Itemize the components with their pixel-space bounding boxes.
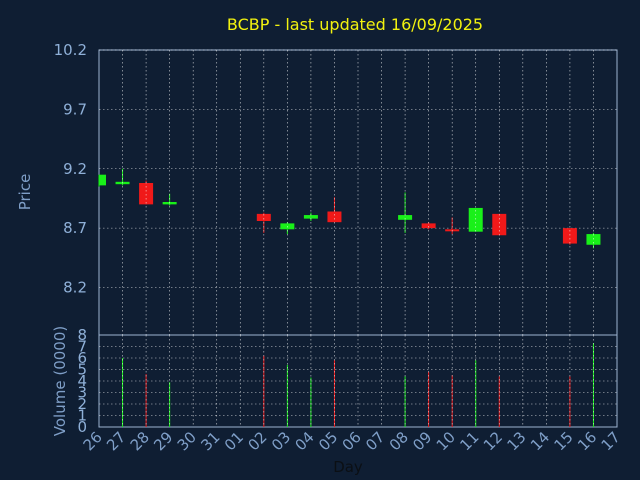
volume-tick-label: 6 [77,349,87,367]
price-gridlines [99,49,617,288]
x-tick-label: 08 [386,428,412,454]
x-tick-label: 04 [292,428,318,454]
candle-body [303,215,318,219]
x-tick-label: 12 [480,428,506,454]
price-tick-label: 8.7 [63,219,87,237]
candle-body [421,223,436,229]
volume-tick-label: 7 [77,338,87,356]
x-tick-label: 01 [221,428,247,454]
x-tick-labels: 2627282930310102030405060708091011121314… [80,428,624,454]
candle-body [327,211,342,223]
price-tick-label: 9.7 [63,100,87,118]
price-plot-frame [98,49,618,336]
x-tick-label: 30 [174,428,200,454]
x-tick-label: 15 [551,428,577,454]
x-tick-label: 10 [433,428,459,454]
volume-tick-label: 3 [77,384,87,402]
candle-body [468,207,483,232]
x-axis-label: Day [333,458,363,476]
price-axis-label: Price [16,174,34,211]
candle-body [398,215,413,220]
candle-body [562,228,577,244]
x-tick-label: 07 [362,428,388,454]
candle-body [256,213,271,221]
x-gridlines [122,50,594,427]
x-tick-label: 05 [315,428,341,454]
x-tick-label: 02 [244,428,270,454]
x-tick-label: 06 [339,428,365,454]
x-tick-label: 28 [127,428,153,454]
price-tick-label: 10.2 [54,41,87,59]
price-tick-label: 9.2 [63,160,87,178]
x-tick-label: 16 [574,428,600,454]
x-tick-label: 17 [598,428,624,454]
volume-tick-label: 1 [77,407,87,425]
volume-tick-label: 5 [77,361,87,379]
price-y-tick-labels: 10.2 9.7 9.2 8.7 8.2 [54,41,87,297]
x-tick-label: 11 [456,428,482,454]
x-tick-label: 09 [409,428,435,454]
x-tick-label: 29 [150,428,176,454]
price-panel: 10.2 9.7 9.2 8.7 8.2 [54,41,618,336]
volume-gridlines [99,346,617,416]
volume-tick-label: 2 [77,395,87,413]
volume-tick-label: 8 [77,326,87,344]
x-tick-label: 27 [103,428,129,454]
candle-body [99,174,106,186]
volume-tick-label: 0 [77,418,87,436]
x-tick-label: 14 [527,428,553,454]
x-tick-label: 13 [503,428,529,454]
x-tick-label: 03 [268,428,294,454]
volume-axis-label: Volume (0000) [51,326,69,436]
x-tick-label: 31 [197,428,223,454]
chart-title: BCBP - last updated 16/09/2025 [227,15,483,34]
price-tick-label: 8.2 [63,279,87,297]
candle-body [139,183,154,205]
candles [98,168,601,249]
volume-tick-label: 4 [77,372,87,390]
candle-body [492,213,507,236]
